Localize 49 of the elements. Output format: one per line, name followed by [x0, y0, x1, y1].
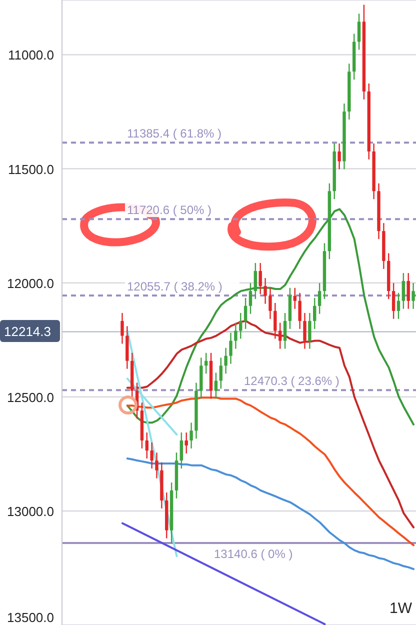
- candlestick: [248, 282, 252, 314]
- candlestick: [313, 297, 316, 330]
- candlestick: [318, 282, 322, 314]
- candlestick: [338, 142, 341, 170]
- y-tick-label: 13500.0: [7, 610, 54, 625]
- annotation: 1W: [390, 600, 413, 617]
- candlestick: [145, 432, 148, 460]
- candlestick: [303, 312, 306, 350]
- candlestick: [357, 13, 361, 50]
- ref-line-label: 12055.7 ( 38.2% ): [127, 280, 222, 294]
- y-tick-label: 11500.0: [8, 162, 54, 177]
- candlestick: [234, 322, 238, 350]
- candlestick: [214, 372, 218, 400]
- ref-line-label: 11720.6 ( 50% ): [127, 203, 212, 218]
- candlestick: [298, 292, 302, 330]
- candlestick: [155, 452, 158, 479]
- candlestick: [412, 282, 415, 310]
- candlestick: [274, 302, 277, 340]
- candlestick: [258, 262, 262, 295]
- candlestick: [190, 422, 193, 450]
- text: 12214.3: [4, 324, 51, 339]
- candlestick: [244, 297, 248, 330]
- candlestick: [224, 347, 228, 374]
- candlestick: [219, 357, 222, 390]
- line-series: [126, 457, 415, 570]
- candlestick: [254, 262, 258, 300]
- candlestick: [180, 432, 184, 470]
- y-tick-label: 11000.0: [8, 48, 54, 63]
- y-tick-label: 12000.0: [7, 276, 54, 291]
- ref-line-label: 13140.6 ( 0% ): [214, 547, 293, 562]
- ref-line-label: 12470.3 ( 23.6% ): [244, 374, 340, 388]
- candlestick: [406, 272, 410, 310]
- candlestick: [396, 292, 400, 320]
- candlestick: [392, 282, 396, 320]
- candlestick: [150, 442, 154, 470]
- candlestick: [402, 272, 406, 310]
- candlestick: [239, 312, 242, 340]
- ref-line-label: 11385.4 ( 61.8% ): [127, 126, 222, 141]
- candlestick: [268, 287, 272, 320]
- candlestick: [120, 312, 124, 344]
- y-tick-label: 12500.0: [7, 390, 54, 405]
- candlestick: [308, 312, 312, 350]
- candlestick: [184, 432, 188, 454]
- candlestick: [293, 287, 296, 310]
- y-tick-label: 13000.0: [7, 504, 54, 519]
- candlestick: [264, 277, 267, 304]
- candlestick: [278, 322, 282, 350]
- candlestick: [229, 332, 232, 364]
- candlestick: [283, 312, 287, 350]
